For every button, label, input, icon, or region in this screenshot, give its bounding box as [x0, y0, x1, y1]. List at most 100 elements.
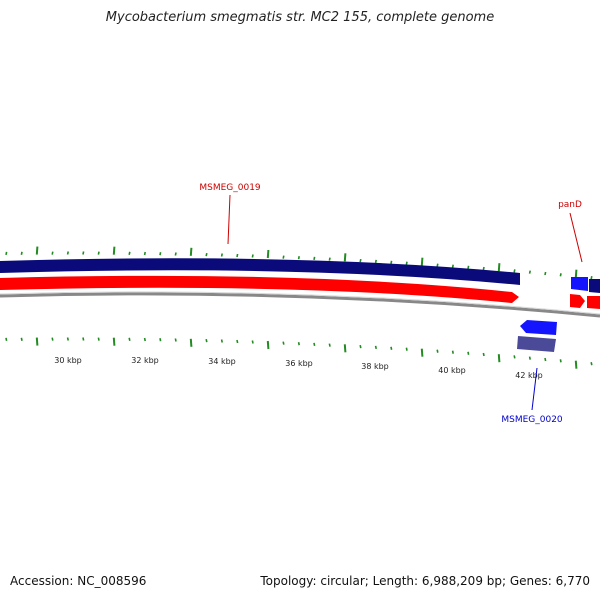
outer-tick	[205, 252, 208, 257]
outer-tick	[82, 251, 85, 255]
gene-label-MSMEG-0019[interactable]: MSMEG_0019	[199, 183, 261, 193]
outer-tick	[20, 251, 23, 255]
gene-MSMEG-0020-block[interactable]	[517, 336, 556, 352]
outer-tick	[420, 257, 424, 266]
outer-tick	[590, 276, 593, 280]
gene-label-panD[interactable]: panD	[558, 200, 582, 210]
inner-tick	[451, 350, 454, 354]
inner-tick	[143, 337, 146, 342]
label-leader-MSMEG-0020	[531, 367, 538, 411]
outer-tick	[35, 246, 39, 255]
outer-tick	[251, 254, 254, 258]
scale-label: 40 kbp	[438, 366, 466, 375]
outer-tick	[51, 251, 54, 255]
reverse-cds-band[interactable]	[0, 275, 519, 303]
inner-tick	[297, 342, 300, 346]
outer-tick	[143, 251, 146, 256]
inner-tick	[528, 356, 531, 360]
outer-tick-marks	[5, 246, 593, 280]
outer-tick	[343, 253, 347, 262]
inner-tick	[51, 337, 54, 341]
label-leader-panD	[569, 212, 583, 263]
scale-label: 30 kbp	[54, 356, 82, 365]
inner-tick	[128, 337, 131, 341]
outer-tick	[374, 259, 377, 264]
outer-tick	[66, 251, 69, 255]
outer-tick	[359, 258, 362, 263]
label-leader-MSMEG-0019	[227, 194, 231, 245]
outer-tick	[328, 257, 331, 261]
outer-tick	[174, 252, 177, 256]
inner-tick	[174, 338, 177, 342]
inner-tick	[220, 339, 223, 343]
inner-tick	[544, 357, 547, 362]
accession-text: Accession: NC_008596	[10, 574, 147, 588]
inner-tick	[359, 344, 362, 349]
inner-tick	[66, 337, 69, 341]
scale-label: 36 kbp	[285, 359, 313, 368]
outer-tick	[189, 247, 193, 256]
genome-backbone-highlight	[0, 291, 600, 315]
map-title: Mycobacterium smegmatis str. MC2 155, co…	[105, 10, 495, 25]
outer-tick	[467, 265, 470, 269]
outer-tick	[497, 263, 501, 272]
outer-tick	[297, 256, 300, 260]
outer-tick	[282, 255, 285, 259]
inner-tick	[205, 338, 208, 343]
outer-tick	[266, 249, 270, 259]
outer-tick	[544, 271, 547, 276]
gene-right-reverse[interactable]	[587, 296, 600, 309]
inner-tick	[482, 352, 485, 357]
inner-tick	[328, 343, 331, 347]
inner-tick	[497, 354, 501, 363]
outer-tick	[97, 251, 100, 255]
inner-tick	[405, 347, 408, 351]
outer-tick	[236, 253, 239, 258]
inner-tick	[112, 337, 116, 346]
inner-tick	[420, 348, 424, 357]
inner-tick	[35, 337, 39, 346]
inner-tick	[559, 359, 562, 363]
inner-tick	[590, 362, 593, 366]
outer-tick	[220, 253, 223, 257]
inner-tick	[374, 345, 377, 350]
outer-tick	[513, 269, 516, 273]
inner-tick	[20, 337, 23, 341]
outer-tick	[528, 270, 531, 274]
outer-tick	[112, 246, 116, 255]
gene-right-forward[interactable]	[589, 279, 600, 293]
inner-tick	[343, 344, 347, 353]
inner-tick	[574, 360, 578, 369]
forward-cds-band[interactable]	[0, 258, 520, 285]
gene-label-MSMEG-0020[interactable]: MSMEG_0020	[501, 415, 563, 425]
inner-tick	[282, 341, 285, 345]
inner-tick	[467, 351, 470, 355]
inner-tick	[236, 339, 239, 344]
inner-tick	[82, 337, 85, 341]
inner-tick	[513, 355, 516, 359]
outer-tick	[451, 264, 454, 268]
outer-tick	[574, 269, 578, 278]
outer-tick	[159, 252, 162, 256]
outer-tick	[390, 260, 393, 264]
inner-tick	[390, 346, 393, 350]
scale-label: 34 kbp	[208, 357, 236, 366]
inner-tick	[313, 342, 316, 347]
outer-tick	[436, 263, 439, 267]
gene-MSMEG-0020-arrow[interactable]	[520, 320, 557, 335]
outer-tick	[482, 266, 485, 271]
scale-label: 38 kbp	[361, 362, 389, 371]
scale-label: 32 kbp	[131, 356, 159, 365]
gene-panD-forward[interactable]	[571, 277, 588, 291]
inner-tick-marks	[5, 337, 593, 369]
inner-tick	[266, 340, 270, 350]
outer-tick	[5, 251, 8, 256]
inner-tick	[189, 338, 193, 347]
outer-tick	[405, 261, 408, 265]
gene-panD-reverse[interactable]	[570, 294, 585, 308]
outer-tick	[128, 251, 131, 255]
inner-tick	[251, 340, 254, 344]
outer-tick	[313, 256, 316, 261]
scale-label: 42 kbp	[515, 371, 543, 380]
